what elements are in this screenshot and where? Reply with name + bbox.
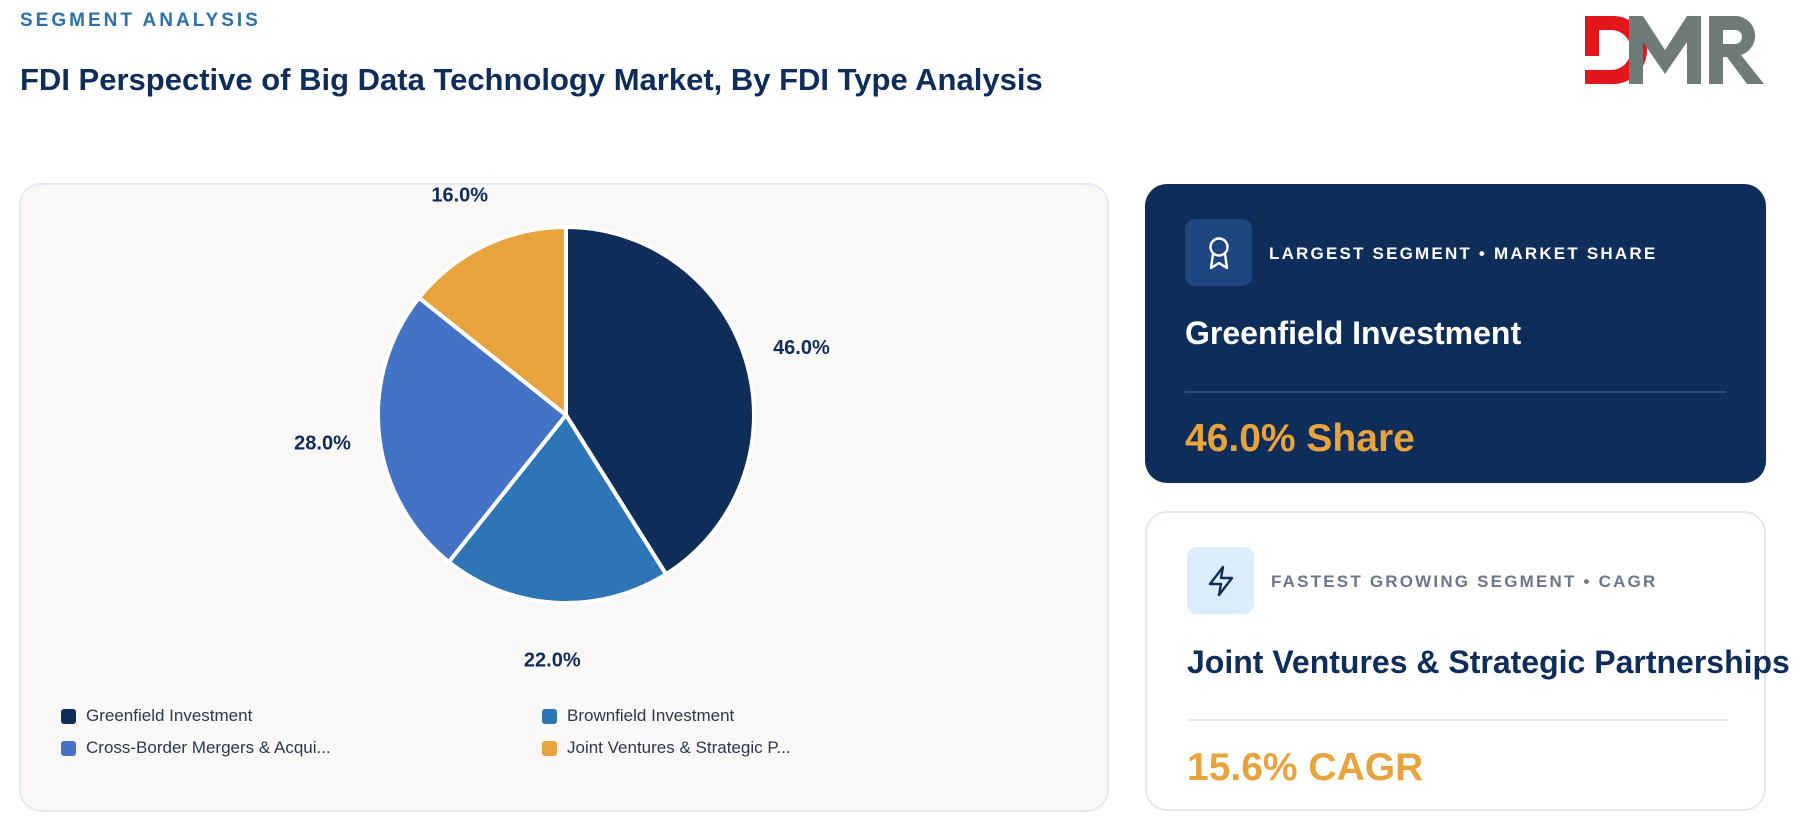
legend-label: Cross-Border Mergers & Acqui... [86, 738, 331, 757]
pie-slice-joint-ventures[interactable] [417, 225, 568, 417]
pie-slice-cross-border[interactable] [376, 295, 568, 564]
legend-item-greenfield[interactable]: Greenfield Investment [61, 706, 252, 726]
fastest-growing-value: 15.6% CAGR [1187, 746, 1424, 789]
dmr-logo [1585, 16, 1764, 84]
divider [1187, 719, 1728, 721]
award-ribbon-icon [1185, 219, 1252, 286]
pie-data-label-greenfield: 46.0% [773, 337, 830, 359]
fastest-growing-label: FASTEST GROWING SEGMENT • CAGR [1271, 572, 1658, 591]
legend-label: Greenfield Investment [86, 706, 253, 725]
legend-item-brownfield[interactable]: Brownfield Investment [542, 706, 734, 726]
page-title: FDI Perspective of Big Data Technology M… [20, 62, 1043, 97]
legend-label: Brownfield Investment [567, 706, 735, 725]
pie-slice-brownfield[interactable] [446, 413, 669, 605]
legend-item-cross-border[interactable]: Cross-Border Mergers & Acqui... [61, 738, 331, 758]
legend-swatch [61, 708, 76, 724]
legend-swatch [61, 740, 76, 756]
divider [1185, 391, 1726, 393]
pie-data-label-joint-ventures: 16.0% [431, 185, 488, 206]
pie-chart-card: 46.0% 22.0% 28.0% 16.0% Greenfield Investme… [19, 183, 1109, 812]
largest-segment-name: Greenfield Investment [1185, 315, 1522, 351]
legend-swatch [542, 708, 557, 724]
lightning-bolt-icon [1187, 547, 1254, 614]
legend-swatch [542, 740, 557, 756]
legend-label: Joint Ventures & Strategic P... [567, 738, 791, 757]
logo-letter-m [1629, 16, 1701, 84]
fastest-growing-card: FASTEST GROWING SEGMENT • CAGR Joint Ven… [1145, 511, 1790, 811]
largest-segment-value: 46.0% Share [1185, 417, 1415, 460]
largest-segment-card: LARGEST SEGMENT • MARKET SHARE Greenfiel… [1145, 184, 1766, 483]
pie-data-label-cross-border: 28.0% [294, 432, 351, 454]
pie-chart: 46.0% 22.0% 28.0% 16.0% [294, 185, 830, 672]
logo-letter-r [1709, 16, 1764, 84]
fastest-growing-name: Joint Ventures & Strategic Partnerships [1187, 644, 1790, 680]
pie-data-label-brownfield: 22.0% [524, 650, 581, 672]
largest-segment-label: LARGEST SEGMENT • MARKET SHARE [1269, 244, 1658, 263]
eyebrow-label: SEGMENT ANALYSIS [20, 10, 261, 31]
legend-item-joint-ventures[interactable]: Joint Ventures & Strategic P... [542, 738, 791, 758]
